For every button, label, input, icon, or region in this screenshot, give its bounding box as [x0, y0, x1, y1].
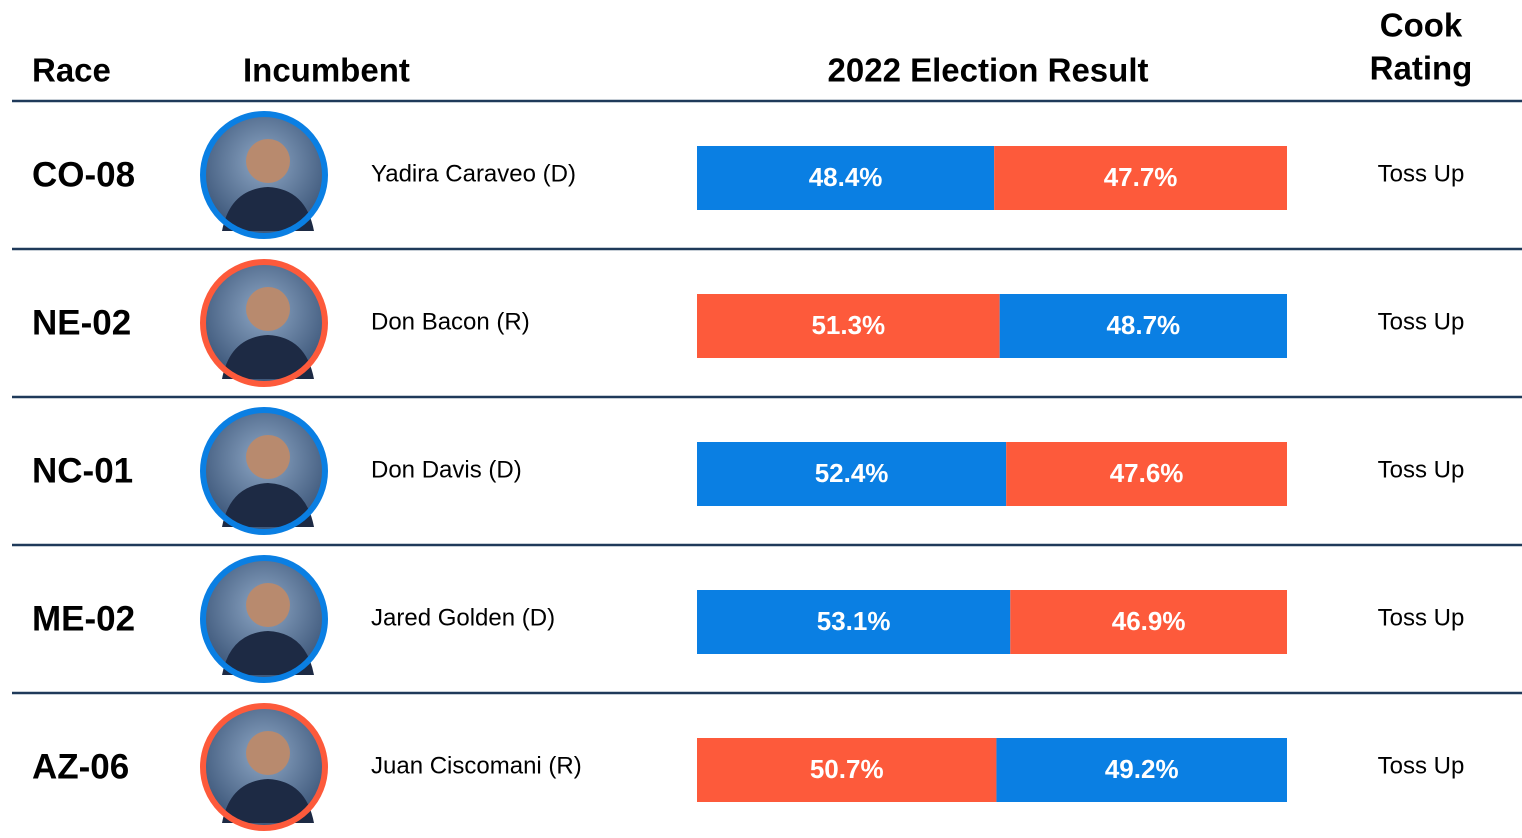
- photo-head: [246, 139, 290, 183]
- photo-body: [222, 335, 314, 379]
- photo-body: [222, 483, 314, 527]
- photo-ring: [200, 703, 328, 831]
- result-bar: [999, 294, 1287, 358]
- photo-body: [222, 631, 314, 675]
- header-incumbent: Incumbent: [243, 52, 410, 89]
- photo-head: [246, 435, 290, 479]
- header-rating: Cook: [1380, 7, 1463, 44]
- result-label: 53.1%: [817, 606, 891, 636]
- result-label: 46.9%: [1112, 606, 1186, 636]
- photo-ring: [200, 407, 328, 535]
- photo: [200, 555, 328, 683]
- photo-head: [246, 287, 290, 331]
- result-label: 47.7%: [1104, 162, 1178, 192]
- result-label: 52.4%: [815, 458, 889, 488]
- photo-ring: [200, 259, 328, 387]
- result-bar: [697, 738, 997, 802]
- photo-ring: [200, 555, 328, 683]
- cook-rating: Toss Up: [1378, 160, 1465, 187]
- incumbent-name: Don Bacon (R): [371, 308, 530, 335]
- incumbent-name: Jared Golden (D): [371, 604, 555, 631]
- result-bar: [1006, 442, 1287, 506]
- photo-head: [246, 583, 290, 627]
- photo: [200, 111, 328, 239]
- race: CO-08: [32, 155, 135, 194]
- race: AZ-06: [32, 747, 129, 786]
- result-label: 48.4%: [809, 162, 883, 192]
- photo: [200, 407, 328, 535]
- result-label: 48.7%: [1106, 310, 1180, 340]
- result-label: 50.7%: [810, 754, 884, 784]
- incumbent-name: Juan Ciscomani (R): [371, 752, 582, 779]
- header-result: 2022 Election Result: [828, 52, 1149, 89]
- result-bar: [697, 590, 1011, 654]
- cook-rating: Toss Up: [1378, 604, 1465, 631]
- result-label: 47.6%: [1110, 458, 1184, 488]
- result-bar: [996, 738, 1287, 802]
- result-bar: [697, 146, 995, 210]
- header-rating: Rating: [1370, 50, 1473, 87]
- race: NC-01: [32, 451, 133, 490]
- cook-rating: Toss Up: [1378, 308, 1465, 335]
- cook-rating: Toss Up: [1378, 752, 1465, 779]
- photo: [200, 259, 328, 387]
- result-label: 49.2%: [1105, 754, 1179, 784]
- result-label: 51.3%: [811, 310, 885, 340]
- race: ME-02: [32, 599, 135, 638]
- cook-rating: Toss Up: [1378, 456, 1465, 483]
- race: NE-02: [32, 303, 131, 342]
- result-bar: [1010, 590, 1287, 654]
- incumbent-name: Yadira Caraveo (D): [371, 160, 576, 187]
- result-bar: [697, 294, 1000, 358]
- photo: [200, 703, 328, 831]
- photo-body: [222, 187, 314, 231]
- result-bar: [994, 146, 1287, 210]
- photo-ring: [200, 111, 328, 239]
- incumbent-name: Don Davis (D): [371, 456, 522, 483]
- header-race: Race: [32, 52, 111, 89]
- photo-body: [222, 779, 314, 823]
- photo-head: [246, 731, 290, 775]
- result-bar: [697, 442, 1007, 506]
